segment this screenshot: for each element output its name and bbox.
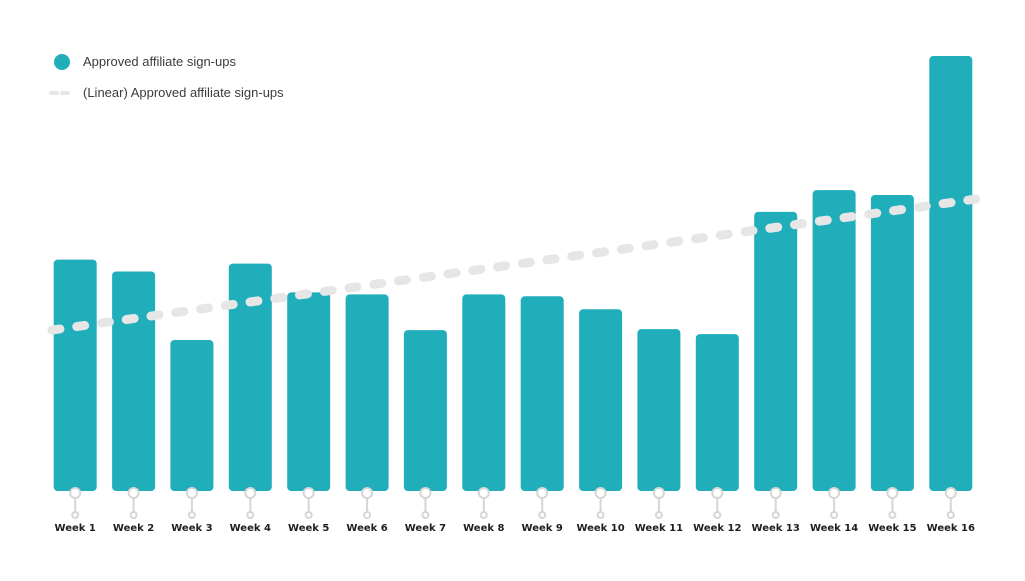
bar-4: [228, 263, 272, 491]
bar-12: [695, 334, 739, 491]
x-tick-label-8: Week 8: [463, 523, 504, 534]
x-tick-label-7: Week 7: [405, 523, 446, 534]
x-tick-label-2: Week 2: [113, 523, 154, 534]
x-tick-marker-7: [419, 487, 432, 499]
x-tick-end-3: [187, 511, 196, 519]
x-tick-end-11: [654, 511, 663, 519]
x-tick-label-4: Week 4: [230, 523, 271, 534]
x-tick-end-14: [830, 511, 839, 519]
bar-11: [637, 329, 681, 491]
x-tick-label-9: Week 9: [522, 523, 563, 534]
x-tick-marker-14: [828, 487, 841, 499]
x-tick-marker-1: [69, 487, 82, 499]
x-tick-label-3: Week 3: [171, 523, 212, 534]
bar-1: [53, 259, 97, 491]
x-tick-end-13: [771, 511, 780, 519]
x-axis-labels: Week 1 Week 2 Week 3 Week 4 Week 5 Week 6 Week…: [55, 523, 975, 534]
x-tick-label-13: Week 13: [752, 523, 800, 534]
x-tick-end-16: [946, 511, 955, 519]
x-tick-marker-2: [127, 487, 140, 499]
x-tick-label-5: Week 5: [288, 523, 329, 534]
x-tick-marker-4: [244, 487, 257, 499]
x-tick-marker-9: [536, 487, 549, 499]
x-tick-label-1: Week 1: [55, 523, 96, 534]
bar-16: [929, 56, 973, 491]
x-tick-marker-11: [652, 487, 665, 499]
bar-9: [520, 296, 564, 491]
trendline-group: [47, 194, 981, 335]
x-tick-label-11: Week 11: [635, 523, 683, 534]
x-tick-label-12: Week 12: [693, 523, 741, 534]
x-tick-marker-8: [477, 487, 490, 499]
x-tick-end-12: [713, 511, 722, 519]
x-tick-marker-15: [886, 487, 899, 499]
x-tick-marker-16: [944, 487, 957, 499]
bar-8: [462, 294, 506, 491]
x-tick-label-15: Week 15: [868, 523, 916, 534]
trendline: [47, 194, 981, 335]
x-tick-marker-3: [185, 487, 198, 499]
x-tick-label-6: Week 6: [346, 523, 387, 534]
bar-5: [287, 292, 331, 491]
x-tick-marker-6: [361, 487, 374, 499]
x-tick-end-2: [129, 511, 138, 519]
x-tick-marker-12: [711, 487, 724, 499]
bar-14: [812, 190, 856, 491]
legend: Approved affiliate sign-ups (Linear) App…: [49, 54, 284, 100]
x-tick-end-5: [304, 511, 313, 519]
bar-7: [403, 330, 447, 491]
x-tick-end-4: [246, 511, 255, 519]
bar-10: [579, 309, 623, 491]
x-tick-end-8: [479, 511, 488, 519]
x-tick-marker-5: [302, 487, 315, 499]
bars-group: [53, 56, 973, 491]
x-tick-end-10: [596, 511, 605, 519]
x-tick-marker-13: [769, 487, 782, 499]
bar-2: [112, 271, 156, 491]
bar-3: [170, 340, 214, 491]
x-tick-label-16: Week 16: [927, 523, 975, 534]
bar-13: [754, 211, 798, 491]
x-tick-label-10: Week 10: [576, 523, 624, 534]
x-tick-end-9: [538, 511, 547, 519]
legend-swatch-bars: [54, 54, 70, 70]
x-axis-ticks: [69, 487, 957, 519]
x-tick-end-1: [71, 511, 80, 519]
x-tick-label-14: Week 14: [810, 523, 858, 534]
x-tick-end-15: [888, 511, 897, 519]
x-tick-marker-10: [594, 487, 607, 499]
bar-6: [345, 294, 389, 491]
bar-15: [870, 195, 914, 491]
x-tick-end-6: [363, 511, 372, 519]
legend-label-trendline: (Linear) Approved affiliate sign-ups: [83, 85, 284, 100]
legend-label-bars: Approved affiliate sign-ups: [83, 54, 236, 69]
x-tick-end-7: [421, 511, 430, 519]
